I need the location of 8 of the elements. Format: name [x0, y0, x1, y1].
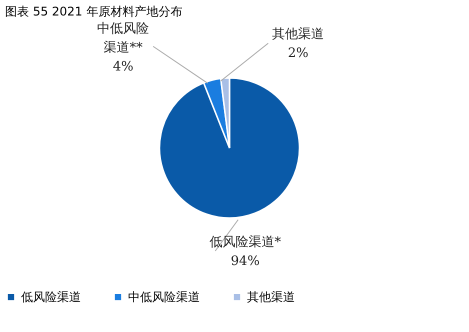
data-label: 中低风险渠道** 4%	[97, 21, 150, 74]
legend-label: 其他渠道	[247, 290, 295, 304]
legend-label: 中低风险渠道	[128, 290, 200, 304]
data-label: 低风险渠道* 94%	[209, 235, 282, 269]
pie-slice	[158, 77, 300, 219]
chart-title: 图表 55 2021 年原材料产地分布	[5, 4, 182, 18]
data-label: 其他渠道 2%	[272, 27, 324, 62]
legend-label: 低风险渠道	[21, 290, 81, 304]
